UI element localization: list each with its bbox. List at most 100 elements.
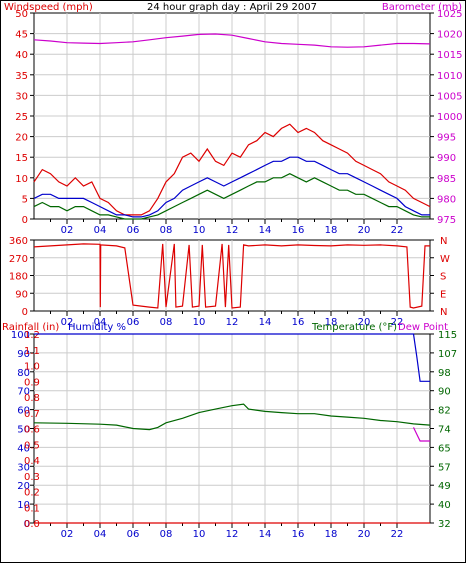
compass-tick-label: E	[440, 289, 446, 300]
humidity-tick-label: 40	[17, 443, 30, 454]
rain-tick-label: 0.1	[24, 503, 40, 514]
x-tick-label: 04	[94, 529, 107, 540]
x-tick-label: 02	[61, 225, 74, 236]
rain-tick-label: 0.4	[24, 456, 40, 467]
y-right-tick-label: 1020	[437, 30, 462, 41]
x-tick-label: 14	[259, 529, 272, 540]
rain-tick-label: 0.7	[24, 409, 40, 420]
y-right-tick-label: 1005	[437, 91, 462, 102]
x-tick-label: 08	[160, 529, 173, 540]
barometer-axis-label: Barometer (mb)	[382, 2, 462, 13]
dewpoint-axis-label: Dew Point	[398, 322, 448, 333]
rain-tick-label: 1.2	[24, 330, 40, 341]
x-tick-label: 10	[193, 317, 206, 328]
x-tick-label: 08	[160, 317, 173, 328]
x-tick-label: 10	[193, 529, 206, 540]
y-right-tick-label: 1025	[437, 9, 462, 20]
series-line-red	[33, 123, 431, 216]
y-left-tick-label: 0	[22, 307, 28, 318]
temperature-tick-label: 65	[438, 443, 451, 454]
y-left-tick-label: 35	[15, 71, 28, 82]
y-right-tick-label: 1015	[437, 50, 462, 61]
x-tick-label: 02	[61, 317, 74, 328]
temperature-tick-label: 82	[438, 406, 451, 417]
rain-tick-label: 0.9	[24, 377, 40, 388]
series-line-green	[33, 173, 430, 220]
x-tick-label: 06	[127, 317, 140, 328]
x-tick-label: 12	[226, 225, 239, 236]
rain-tick-label: 0.8	[24, 393, 40, 404]
x-tick-label: 14	[259, 317, 272, 328]
humidity-tick-label: 100	[11, 330, 30, 341]
x-tick-label: 18	[325, 529, 338, 540]
humidity-tick-label: 30	[17, 462, 30, 473]
temperature-tick-label: 74	[438, 425, 451, 436]
y-left-tick-label: 50	[15, 9, 28, 20]
x-tick-label: 06	[127, 529, 140, 540]
humidity-tick-label: 90	[17, 349, 30, 360]
x-tick-label: 18	[325, 225, 338, 236]
humidity-tick-label: 60	[17, 406, 30, 417]
y-left-tick-label: 90	[15, 289, 28, 300]
x-tick-label: 16	[292, 529, 305, 540]
rain-tick-label: 0.6	[24, 425, 40, 436]
temperature-tick-label: 40	[438, 500, 451, 511]
x-tick-label: 14	[259, 225, 272, 236]
y-left-tick-label: 15	[15, 153, 28, 164]
temperature-tick-label: 32	[438, 519, 451, 530]
x-tick-label: 08	[160, 225, 173, 236]
humidity-tick-label: 70	[17, 387, 30, 398]
x-tick-label: 20	[358, 529, 371, 540]
rain-humidity-temperature-panel: 02 04 06 08 10 12 14 16 18 20 22 0 10 20 30 40 50 60 70 80 9…	[11, 330, 457, 540]
humidity-tick-label: 10	[17, 500, 30, 511]
x-tick-label: 06	[127, 225, 140, 236]
rain-tick-label: 0.5	[24, 440, 40, 451]
y-left-tick-label: 20	[15, 133, 28, 144]
y-left-tick-label: 25	[15, 112, 28, 123]
compass-tick-label: S	[440, 272, 446, 283]
temperature-tick-label: 57	[438, 462, 451, 473]
rain-tick-label: 0.2	[24, 488, 40, 499]
y-left-tick-label: 0	[22, 215, 28, 226]
temperature-tick-label: 107	[438, 349, 457, 360]
x-tick-label: 22	[391, 225, 404, 236]
y-right-tick-label: 990	[437, 153, 456, 164]
compass-tick-label: W	[440, 254, 450, 265]
series-line-blue	[34, 333, 430, 382]
x-tick-label: 20	[358, 317, 371, 328]
series-line-green	[33, 403, 431, 431]
rain-tick-label: 1.0	[24, 362, 40, 373]
y-right-tick-label: 1010	[437, 71, 462, 82]
rain-tick-label: 0.0	[24, 519, 40, 530]
x-tick-label: 04	[94, 317, 107, 328]
compass-tick-label: N	[440, 236, 447, 247]
y-left-tick-label: 180	[9, 272, 28, 283]
temperature-tick-label: 98	[438, 368, 451, 379]
rain-tick-label: 1.1	[24, 346, 40, 357]
compass-tick-label: N	[440, 307, 447, 318]
x-tick-label: 10	[193, 225, 206, 236]
y-right-tick-label: 985	[437, 174, 456, 185]
y-left-tick-label: 10	[15, 174, 28, 185]
x-tick-label: 12	[226, 529, 239, 540]
series-line-magenta	[33, 33, 431, 48]
y-left-tick-label: 5	[22, 194, 28, 205]
humidity-tick-label: 20	[17, 481, 30, 492]
x-tick-label: 16	[292, 317, 305, 328]
humidity-tick-label: 0	[24, 519, 30, 530]
x-tick-label: 16	[292, 225, 305, 236]
rain-tick-label: 0.3	[24, 472, 40, 483]
series-line-magenta	[412, 427, 430, 442]
temperature-tick-label: 90	[438, 387, 451, 398]
humidity-tick-label: 80	[17, 368, 30, 379]
x-tick-label: 18	[325, 317, 338, 328]
x-tick-label: 04	[94, 225, 107, 236]
y-right-tick-label: 1000	[437, 112, 462, 123]
x-tick-label: 12	[226, 317, 239, 328]
y-left-tick-label: 270	[9, 254, 28, 265]
x-tick-label: 22	[391, 317, 404, 328]
x-tick-label: 20	[358, 225, 371, 236]
windspeed-axis-label: Windspeed (mph)	[4, 2, 93, 13]
